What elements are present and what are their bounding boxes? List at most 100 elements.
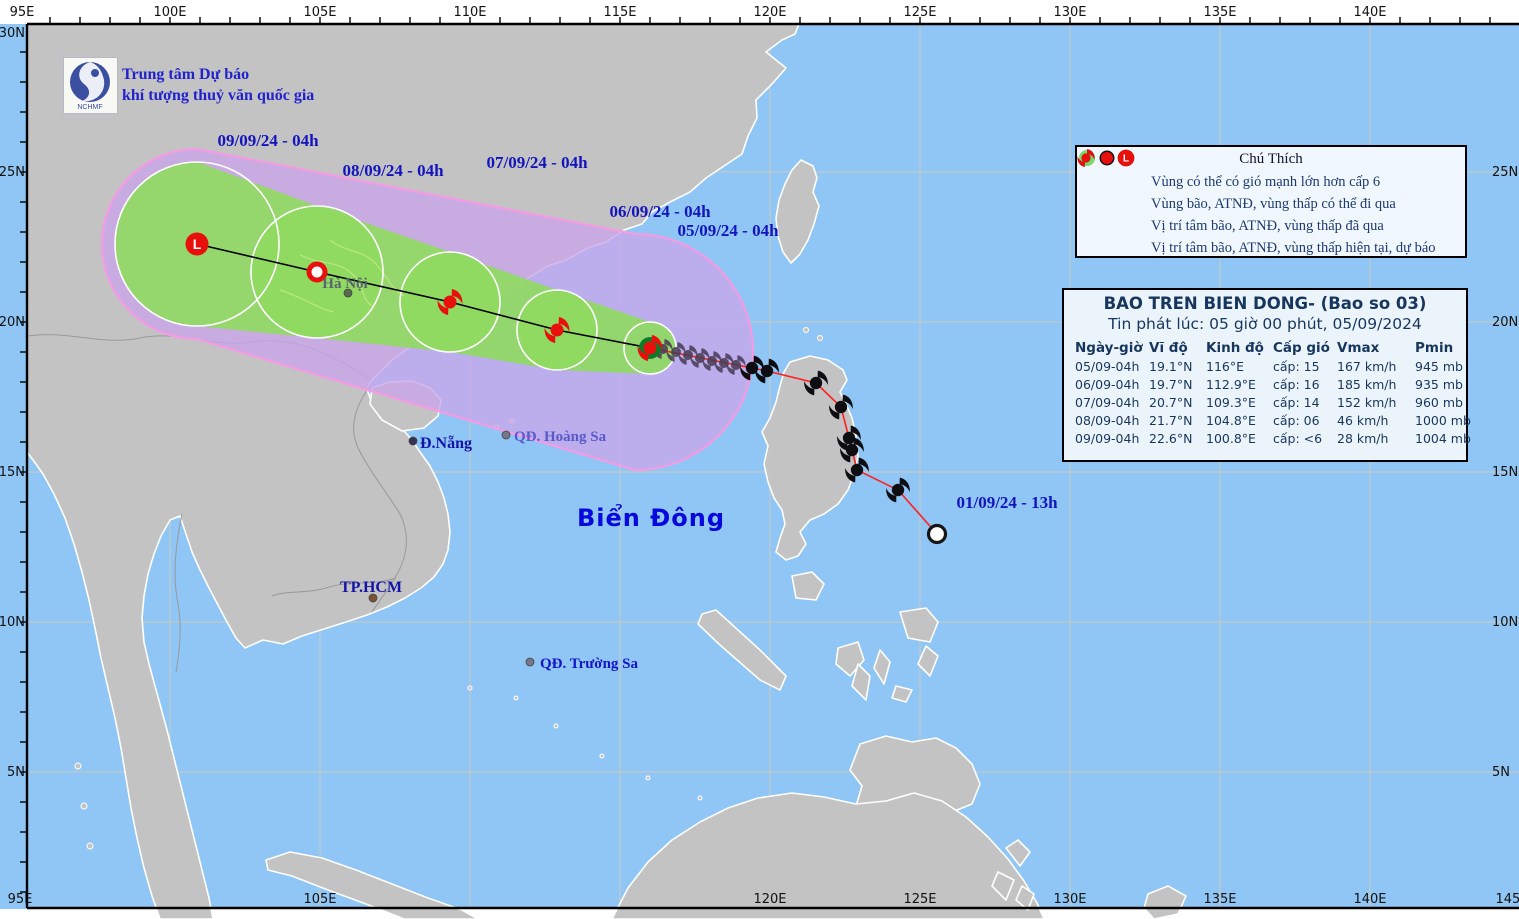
axis-label-top: 135E bbox=[1203, 5, 1236, 20]
track-date-label: 08/09/24 - 04h bbox=[342, 161, 444, 180]
place-label: QĐ. Hoàng Sa bbox=[514, 429, 607, 445]
track-date-label: 06/09/24 - 04h bbox=[609, 202, 711, 221]
map-frame bbox=[25, 22, 1519, 910]
map-labels: Hà Nội Đ.Nẵng QĐ. Hoàng Sa TP.HCM QĐ. Trường… bbox=[217, 131, 1058, 672]
city-dot bbox=[368, 593, 378, 603]
axis-label-bottom: 130E bbox=[1053, 892, 1086, 907]
bulletin-cell: 28 km/h bbox=[1337, 431, 1389, 446]
bulletin-cell: 109.3°E bbox=[1206, 395, 1256, 410]
sea-name-label: Biển Đông bbox=[577, 502, 725, 532]
axis-label-left: 10N bbox=[0, 615, 25, 630]
agency-name-line1: Trung tâm Dự báo bbox=[122, 66, 250, 83]
axis-label-left: 20N bbox=[0, 315, 25, 330]
track-start-marker bbox=[926, 523, 948, 545]
land-leyte bbox=[917, 645, 939, 677]
uncertainty-circle bbox=[114, 161, 280, 327]
bulletin-cell: 1004 mb bbox=[1415, 431, 1471, 446]
place-label: TP.HCM bbox=[340, 579, 402, 596]
nchmf-logo: NCHMF bbox=[63, 57, 118, 114]
track-date-label: 05/09/24 - 04h bbox=[677, 221, 779, 240]
bulletin-col-header: Cấp gió bbox=[1273, 340, 1330, 356]
bulletin-col-header: Pmin bbox=[1415, 340, 1454, 356]
bulletin-title: BAO TREN BIEN DONG- (Bao so 03) bbox=[1103, 294, 1427, 313]
bulletin-cell: 152 km/h bbox=[1337, 395, 1397, 410]
legend-item-label: Vị trí tâm bão, ATNĐ, vùng thấp hiện tại… bbox=[1151, 239, 1436, 256]
axis-label-right: 25N bbox=[1492, 165, 1518, 180]
axis-label-right: 10N bbox=[1492, 615, 1518, 630]
bulletin-cell: cấp: 06 bbox=[1273, 413, 1320, 428]
axis-label-top: 100E bbox=[153, 5, 186, 20]
legend-item-label: Vị trí tâm bão, ATNĐ, vùng thấp đã qua bbox=[1151, 217, 1384, 234]
bulletin-issued: Tin phát lúc: 05 giờ 00 phút, 05/09/2024 bbox=[1108, 315, 1422, 333]
city-dot bbox=[408, 436, 418, 446]
bulletin-cell: 960 mb bbox=[1415, 395, 1463, 410]
legend-item-label: Vùng có thể có gió mạnh lớn hơn cấp 6 bbox=[1151, 173, 1381, 190]
bulletin-cell: 1000 mb bbox=[1415, 413, 1471, 428]
land-bohol bbox=[891, 685, 913, 703]
storm-track bbox=[185, 232, 948, 545]
legend-item-label: Vùng bão, ATNĐ, vùng thấp có thể đi qua bbox=[1151, 195, 1396, 212]
bulletin-cell: cấp: 15 bbox=[1273, 359, 1320, 374]
city-dot bbox=[343, 288, 353, 298]
bulletin-cell: 116°E bbox=[1206, 359, 1245, 374]
land-borneo bbox=[611, 792, 1045, 919]
city-dot bbox=[525, 657, 535, 667]
uncertainty-circle bbox=[399, 251, 501, 353]
land-negros bbox=[851, 663, 871, 701]
land-halmahera-3 bbox=[1015, 885, 1035, 911]
axis-label-top: 120E bbox=[753, 5, 786, 20]
axis-label-left: 5N bbox=[7, 765, 25, 780]
axis-label-left: 15N bbox=[0, 465, 25, 480]
bulletin-cell: 05/09-04h bbox=[1075, 359, 1140, 374]
land-halmahera-1 bbox=[1005, 839, 1031, 867]
storm-center-icon bbox=[1101, 152, 1113, 164]
bulletin-cell: 100.8°E bbox=[1206, 431, 1256, 446]
axis-label-left: 25N bbox=[0, 165, 25, 180]
bulletin-cell: cấp: <6 bbox=[1273, 431, 1323, 446]
axis-label-bottom: 105E bbox=[303, 892, 336, 907]
bulletin-cell: 185 km/h bbox=[1337, 377, 1397, 392]
bulletin-cell: 112.9°E bbox=[1206, 377, 1256, 392]
past-track-line bbox=[649, 347, 938, 535]
bulletin-cell: 06/09-04h bbox=[1075, 377, 1140, 392]
bulletin-cell: 08/09-04h bbox=[1075, 413, 1140, 428]
bulletin-col-header: Kinh độ bbox=[1206, 340, 1264, 356]
bulletin-cell: 22.6°N bbox=[1149, 431, 1193, 446]
legend: Chú Thích Vùng có thể có gió mạnh lớn hơ… bbox=[1075, 145, 1467, 258]
axis-label-top: 95E bbox=[10, 5, 35, 20]
bulletin-cell: 21.7°N bbox=[1149, 413, 1193, 428]
axis-label-right: 15N bbox=[1492, 465, 1518, 480]
legend-title: Chú Thích bbox=[1239, 151, 1303, 167]
axis-label-bottom: 120E bbox=[753, 892, 786, 907]
agency-name: Trung tâm Dự báo khí tượng thuỷ văn quốc… bbox=[122, 64, 314, 106]
land-samar bbox=[899, 607, 939, 643]
bulletin-cell: 46 km/h bbox=[1337, 413, 1389, 428]
bulletin-col-header: Vĩ độ bbox=[1149, 340, 1188, 356]
axis-label-bottom: 140E bbox=[1353, 892, 1386, 907]
province-borders bbox=[279, 239, 405, 313]
place-label: Đ.Nẵng bbox=[420, 435, 472, 452]
place-label: Hà Nội bbox=[322, 276, 367, 292]
axis-label-bottom: 125E bbox=[903, 892, 936, 907]
bulletin-cell: 07/09-04h bbox=[1075, 395, 1140, 410]
axis-label-top: 130E bbox=[1053, 5, 1086, 20]
bulletin-cell: 935 mb bbox=[1415, 377, 1463, 392]
bulletin-cell: 19.1°N bbox=[1149, 359, 1193, 374]
axis-label-right: 20N bbox=[1492, 315, 1518, 330]
land-luzon bbox=[761, 355, 859, 561]
bulletin-col-header: Vmax bbox=[1337, 340, 1380, 356]
forecast-low-icon bbox=[185, 232, 209, 256]
bulletin: BAO TREN BIEN DONG- (Bao so 03) Tin phát… bbox=[1062, 288, 1471, 462]
track-date-label: 09/09/24 - 04h bbox=[217, 131, 319, 150]
legend-item: Vị trí tâm bão, ATNĐ, vùng thấp đã qua bbox=[1077, 149, 1465, 237]
land-palawan bbox=[697, 609, 787, 691]
axis-label-top: 105E bbox=[303, 5, 336, 20]
land-cebu bbox=[873, 649, 891, 685]
bulletin-col-header: Ngày-giờ bbox=[1075, 340, 1143, 356]
bulletin-cell: cấp: 14 bbox=[1273, 395, 1320, 410]
city-dot bbox=[501, 430, 511, 440]
legend-item: Vùng có thể có gió mạnh lớn hơn cấp 6 bbox=[1077, 150, 1465, 193]
bulletin-cell: 167 km/h bbox=[1337, 359, 1397, 374]
uncertainty-circle bbox=[516, 289, 598, 371]
axis-label-bottom: 95E bbox=[8, 892, 33, 907]
